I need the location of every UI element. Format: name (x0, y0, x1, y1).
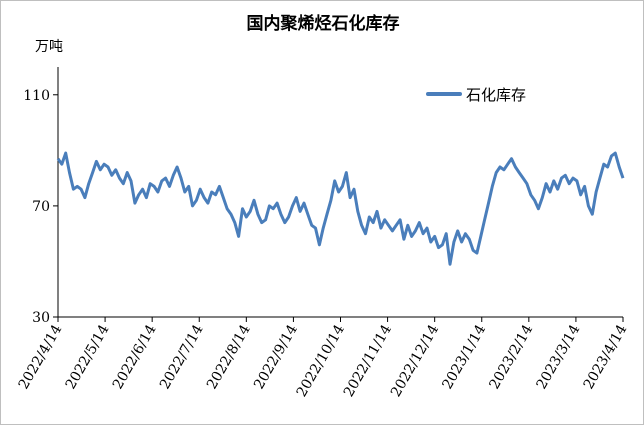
x-tick-label: 2022/5/14 (63, 322, 113, 392)
y-tick-label: 110 (23, 88, 50, 104)
x-tick-label: 2022/10/14 (294, 322, 348, 400)
y-axis-label: 万吨 (35, 39, 63, 55)
x-tick-label: 2022/7/14 (157, 322, 207, 392)
x-tick-label: 2022/4/14 (16, 322, 66, 392)
y-tick-label: 70 (32, 199, 50, 215)
x-tick-label: 2023/3/14 (534, 322, 584, 392)
series-line (56, 151, 625, 266)
legend: 石化库存 (426, 86, 526, 104)
x-tick-label: 2023/2/14 (487, 322, 537, 392)
x-tick-label: 2022/12/14 (388, 322, 442, 400)
y-ticks: 30 70 110 (23, 88, 58, 326)
y-tick-label: 30 (32, 310, 50, 326)
chart-title: 国内聚烯烃石化库存 (247, 13, 400, 34)
x-tick-label: 2022/9/14 (251, 322, 301, 392)
legend-label: 石化库存 (466, 86, 526, 104)
x-tick-label: 2022/11/14 (341, 322, 395, 400)
x-tick-label: 2022/6/14 (110, 322, 160, 392)
x-tick-label: 2022/8/14 (204, 322, 254, 392)
x-tick-label: 2023/4/14 (581, 322, 631, 392)
x-tick-label: 2023/1/14 (439, 322, 489, 392)
series-layer (56, 151, 625, 266)
x-ticks: 2022/4/142022/5/142022/6/142022/7/142022… (16, 317, 631, 400)
